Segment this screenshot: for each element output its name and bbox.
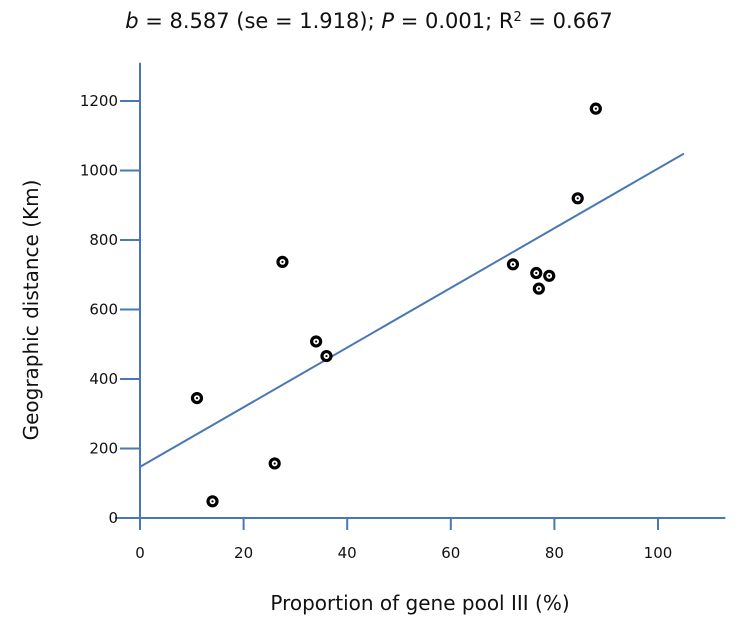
y-tick-label: 800 — [89, 231, 118, 249]
regression-line — [139, 152, 685, 468]
data-points — [190, 102, 602, 508]
axes: 0 200 400 600 800 1000 1200 0 20 40 60 80 100 — [80, 62, 726, 562]
x-tick-label: 40 — [338, 544, 357, 562]
regression-line-group — [139, 152, 685, 468]
y-axis-label: Geographic distance (Km) — [19, 180, 43, 441]
data-point — [320, 349, 333, 363]
data-point — [310, 335, 323, 348]
y-tick-label: 200 — [89, 440, 118, 458]
x-tick-label: 60 — [441, 544, 460, 562]
title-r2-text: = 0.667 — [522, 9, 613, 33]
x-tick-label: 100 — [644, 544, 673, 562]
data-point — [506, 258, 520, 271]
y-tick-label: 1200 — [80, 92, 118, 110]
data-point — [532, 282, 545, 295]
x-axis-label: Proportion of gene pool III (%) — [270, 591, 569, 615]
title-b-text: = 8.587 (se = 1.918); — [139, 9, 382, 33]
chart-title: b = 8.587 (se = 1.918); P = 0.001; R2 = … — [125, 9, 613, 33]
y-tick-label: 0 — [108, 509, 118, 527]
data-point — [276, 255, 289, 268]
y-tick-label: 1000 — [80, 162, 118, 180]
title-p-text: = 0.001; R — [394, 9, 513, 33]
data-point — [190, 392, 204, 405]
y-tick-label: 400 — [89, 370, 118, 388]
data-point — [530, 266, 543, 280]
data-point — [571, 192, 584, 205]
y-tick-label: 600 — [89, 301, 118, 319]
x-tick-label: 20 — [234, 544, 253, 562]
data-point — [268, 457, 281, 470]
title-b-symbol: b — [125, 9, 138, 33]
x-tick-label: 0 — [135, 544, 145, 562]
title-r2-sup: 2 — [513, 10, 521, 25]
title-p-symbol: P — [381, 9, 394, 33]
data-point — [206, 495, 219, 508]
data-point — [543, 269, 556, 282]
data-point — [589, 102, 602, 115]
x-tick-label: 80 — [545, 544, 564, 562]
